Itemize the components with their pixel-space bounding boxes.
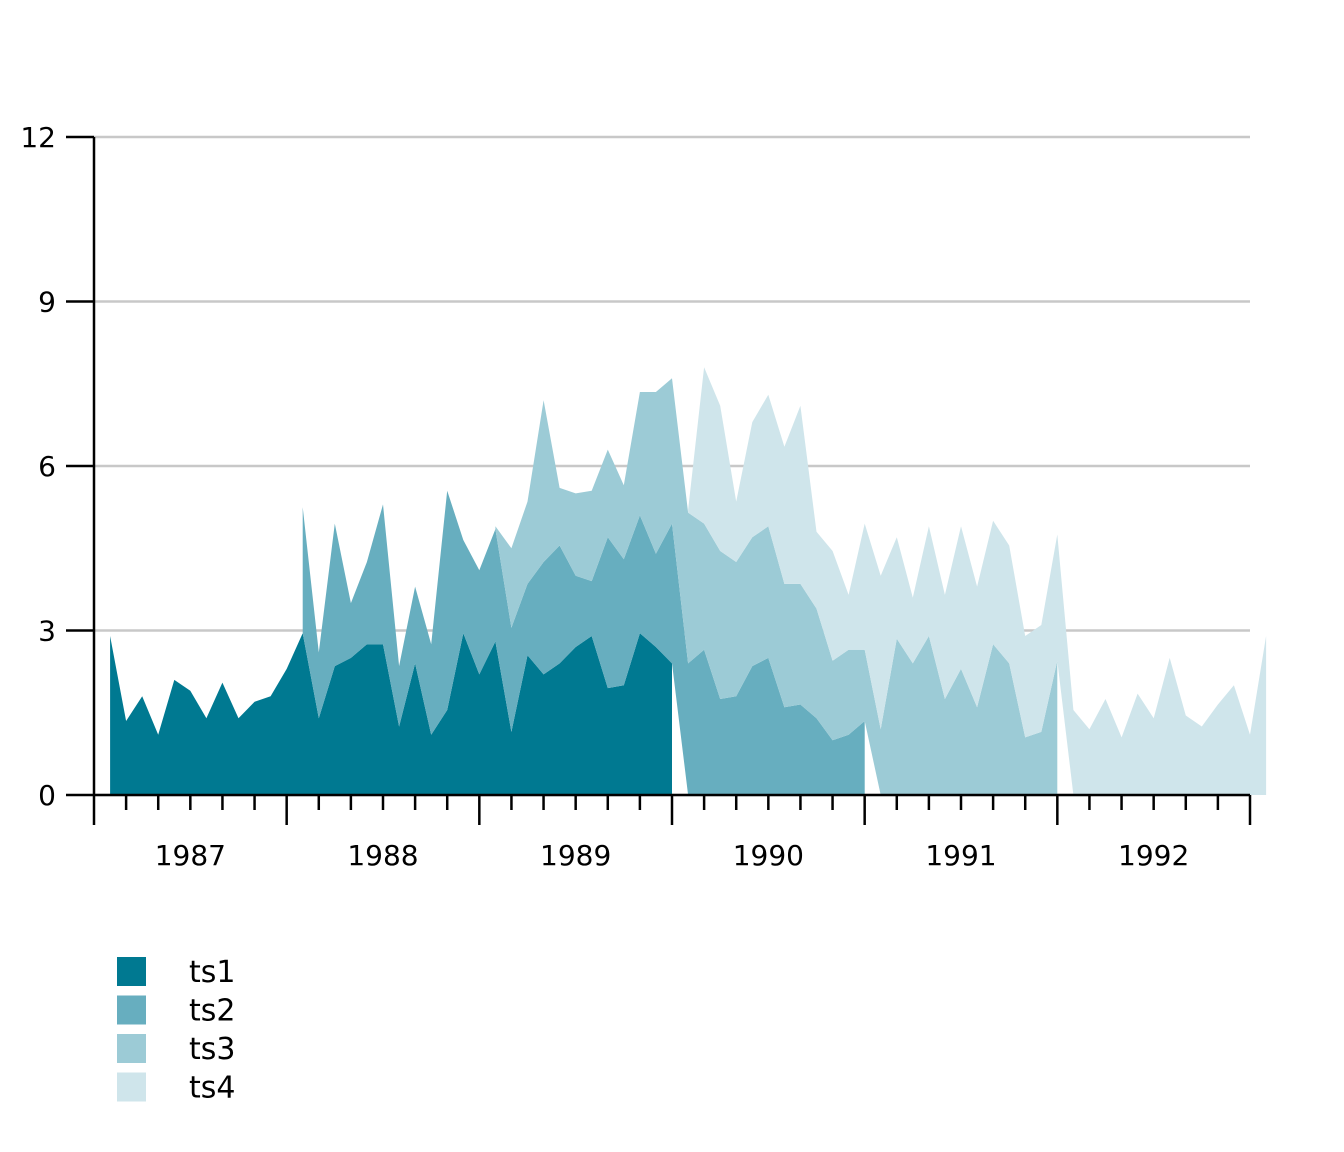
axes: 0 3 6 9 12 1987 1988 1989 1990 1991 1992 — [20, 121, 1252, 872]
area-ts1 — [110, 633, 673, 795]
legend-swatch-ts4 — [117, 1072, 146, 1102]
legend-label-ts3: ts3 — [189, 1032, 235, 1067]
x-tick-label-1992: 1992 — [1118, 839, 1189, 872]
legend-swatch-ts2 — [117, 995, 146, 1025]
y-tick-label-6: 6 — [38, 450, 56, 483]
legend-label-ts2: ts2 — [189, 994, 235, 1029]
x-tick-label-1989: 1989 — [540, 839, 611, 872]
x-tick-label-1987: 1987 — [155, 839, 226, 872]
y-tick-label-9: 9 — [38, 286, 56, 319]
x-tick-label-1988: 1988 — [347, 839, 418, 872]
y-tick-label-0: 0 — [38, 779, 56, 812]
x-tick-label-1990: 1990 — [733, 839, 804, 872]
area-ts2 — [302, 490, 865, 795]
legend-label-ts1: ts1 — [189, 955, 235, 990]
y-tick-label-12: 12 — [20, 121, 56, 154]
area-ts3 — [495, 378, 1058, 795]
x-tick-label-1991: 1991 — [925, 839, 996, 872]
plot-area — [110, 367, 1267, 795]
y-tick-label-3: 3 — [38, 615, 56, 648]
legend-swatch-ts1 — [117, 957, 146, 986]
legend-label-ts4: ts4 — [189, 1071, 235, 1106]
area-ts4 — [688, 367, 1267, 795]
legend-swatch-ts3 — [117, 1034, 146, 1063]
